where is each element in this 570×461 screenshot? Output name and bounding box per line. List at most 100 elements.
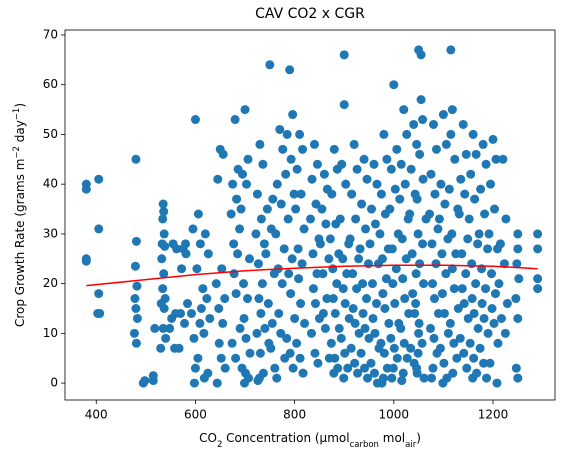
scatter-point <box>498 154 508 164</box>
label-part: CO <box>199 431 217 445</box>
scatter-point <box>159 303 169 313</box>
scatter-point <box>288 110 298 120</box>
scatter-point <box>322 294 332 304</box>
scatter-point <box>443 328 453 338</box>
scatter-point <box>315 239 325 249</box>
scatter-point <box>239 313 249 323</box>
scatter-point <box>131 236 141 246</box>
scatter-point <box>500 328 510 338</box>
scatter-point <box>439 308 449 318</box>
scatter-point <box>305 214 315 224</box>
scatter-point <box>369 368 379 378</box>
scatter-point <box>459 348 469 358</box>
scatter-point <box>376 189 386 199</box>
scatter-point <box>407 249 417 259</box>
scatter-point <box>214 303 224 313</box>
scatter-point <box>360 323 370 333</box>
scatter-point <box>330 308 340 318</box>
scatter-point <box>235 323 245 333</box>
scatter-point <box>502 299 512 309</box>
scatter-point <box>131 154 141 164</box>
scatter-point <box>360 363 370 373</box>
scatter-point <box>282 333 292 343</box>
scatter-point <box>455 333 465 343</box>
scatter-point <box>359 154 369 164</box>
scatter-point <box>457 284 467 294</box>
scatter-point <box>418 115 428 125</box>
scatter-point <box>286 154 296 164</box>
scatter-point <box>358 308 368 318</box>
scatter-point <box>347 189 357 199</box>
label-part: mol <box>379 431 405 445</box>
scatter-point <box>313 358 323 368</box>
scatter-point <box>367 279 377 289</box>
scatter-point <box>329 368 339 378</box>
scatter-point <box>431 144 441 154</box>
scatter-point <box>254 294 264 304</box>
scatter-point <box>236 204 246 214</box>
scatter-point <box>189 333 199 343</box>
scatter-point <box>287 254 297 264</box>
scatter-point <box>446 45 456 55</box>
scatter-point <box>431 259 441 269</box>
scatter-point <box>286 289 296 299</box>
scatter-point <box>473 239 483 249</box>
scatter-point <box>377 254 387 264</box>
scatter-point <box>283 214 293 224</box>
scatter-point <box>396 159 406 169</box>
scatter-point <box>427 239 437 249</box>
scatter-point <box>369 159 379 169</box>
scatter-point <box>364 259 374 269</box>
scatter-point <box>200 229 210 239</box>
scatter-point <box>454 209 464 219</box>
scatter-point <box>243 154 253 164</box>
x-tick-label: 1000 <box>379 408 410 422</box>
scatter-point <box>430 189 440 199</box>
scatter-point <box>196 303 206 313</box>
scatter-point <box>220 363 230 373</box>
scatter-point <box>348 303 358 313</box>
scatter-point <box>335 214 345 224</box>
scatter-point <box>511 363 521 373</box>
scatter-point <box>468 129 478 139</box>
scatter-point <box>159 229 169 239</box>
scatter-point <box>354 328 364 338</box>
scatter-point <box>492 378 502 388</box>
scatter-point <box>463 234 473 244</box>
scatter-point <box>441 139 451 149</box>
scatter-point <box>474 229 484 239</box>
scatter-point <box>172 244 182 254</box>
scatter-point <box>272 179 282 189</box>
scatter-point <box>356 348 366 358</box>
scatter-point <box>260 323 270 333</box>
scatter-point <box>352 284 362 294</box>
scatter-point <box>353 368 363 378</box>
scatter-point <box>480 209 490 219</box>
scatter-point <box>463 313 473 323</box>
scatter-point <box>195 318 205 328</box>
scatter-point <box>158 323 168 333</box>
scatter-point <box>380 303 390 313</box>
scatter-point <box>218 149 228 159</box>
scatter-point <box>389 80 399 90</box>
scatter-point <box>388 363 398 373</box>
scatter-point <box>533 284 543 294</box>
scatter-point <box>192 264 202 274</box>
scatter-point <box>188 224 198 234</box>
scatter-point <box>495 239 505 249</box>
scatter-point <box>411 299 421 309</box>
scatter-point <box>265 60 275 70</box>
scatter-point <box>471 149 481 159</box>
x-tick-label: 800 <box>283 408 306 422</box>
scatter-point <box>282 129 292 139</box>
scatter-point <box>440 199 450 209</box>
scatter-point <box>388 279 398 289</box>
scatter-point <box>310 348 320 358</box>
scatter-point <box>274 308 284 318</box>
scatter-point <box>390 184 400 194</box>
scatter-point <box>449 284 459 294</box>
scatter-point <box>477 299 487 309</box>
scatter-point <box>456 174 466 184</box>
scatter-point <box>350 358 360 368</box>
scatter-point <box>318 269 328 279</box>
